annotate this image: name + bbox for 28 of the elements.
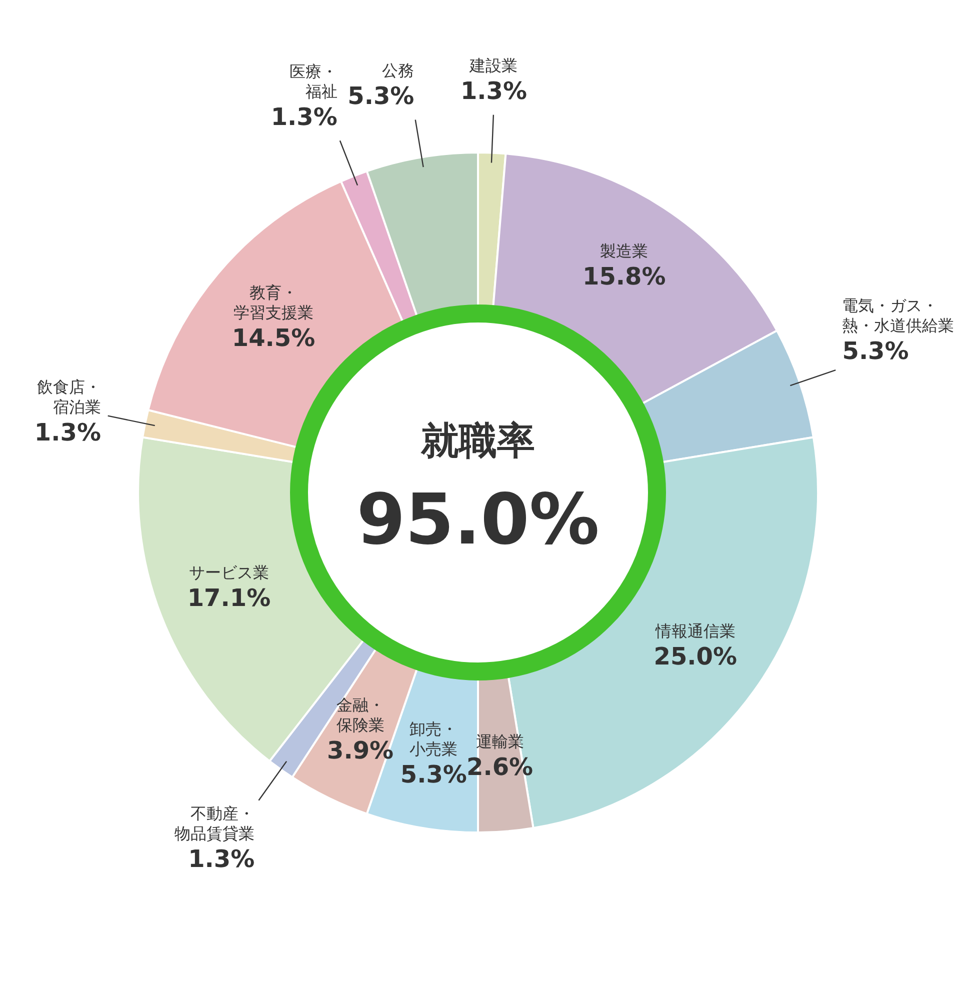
data-label: 3.9%	[327, 736, 394, 765]
slice-label: 電気・ガス・熱・水道供給業	[842, 296, 954, 335]
data-label: 1.3%	[270, 103, 338, 132]
data-label: 1.3%	[34, 418, 101, 446]
slice-label: 建設業	[468, 56, 518, 75]
data-label: 17.1%	[187, 584, 271, 612]
data-label: 5.3%	[348, 82, 414, 110]
data-label: 5.3%	[400, 760, 467, 788]
data-label: 1.3%	[460, 76, 527, 105]
slice-label: 運輸業	[476, 732, 524, 752]
slice-label: 卸売・小売業	[410, 719, 458, 758]
slice-label: 飲食店・宿泊業	[37, 377, 101, 416]
data-label: 15.8%	[582, 262, 666, 290]
slice-label: 不動産・物品賃貸業	[174, 804, 255, 844]
slice-label: 教育・学習支援業	[234, 283, 314, 322]
slice-label: 医療・福祉	[289, 62, 338, 102]
slice-label: 情報通信業	[654, 621, 736, 640]
data-label: 1.3%	[188, 845, 255, 874]
text: 就職率	[420, 418, 535, 462]
slice-label: 製造業	[600, 241, 648, 260]
data-label: 5.3%	[842, 336, 909, 365]
slice-label: 公務	[382, 60, 414, 80]
text: 95.0%	[356, 478, 600, 560]
data-label: 14.5%	[232, 324, 316, 352]
data-label: 2.6%	[466, 753, 534, 782]
slice-label: サービス業	[188, 563, 269, 582]
slice-label: 金融・保険業	[336, 696, 384, 735]
data-label: 25.0%	[654, 642, 738, 670]
